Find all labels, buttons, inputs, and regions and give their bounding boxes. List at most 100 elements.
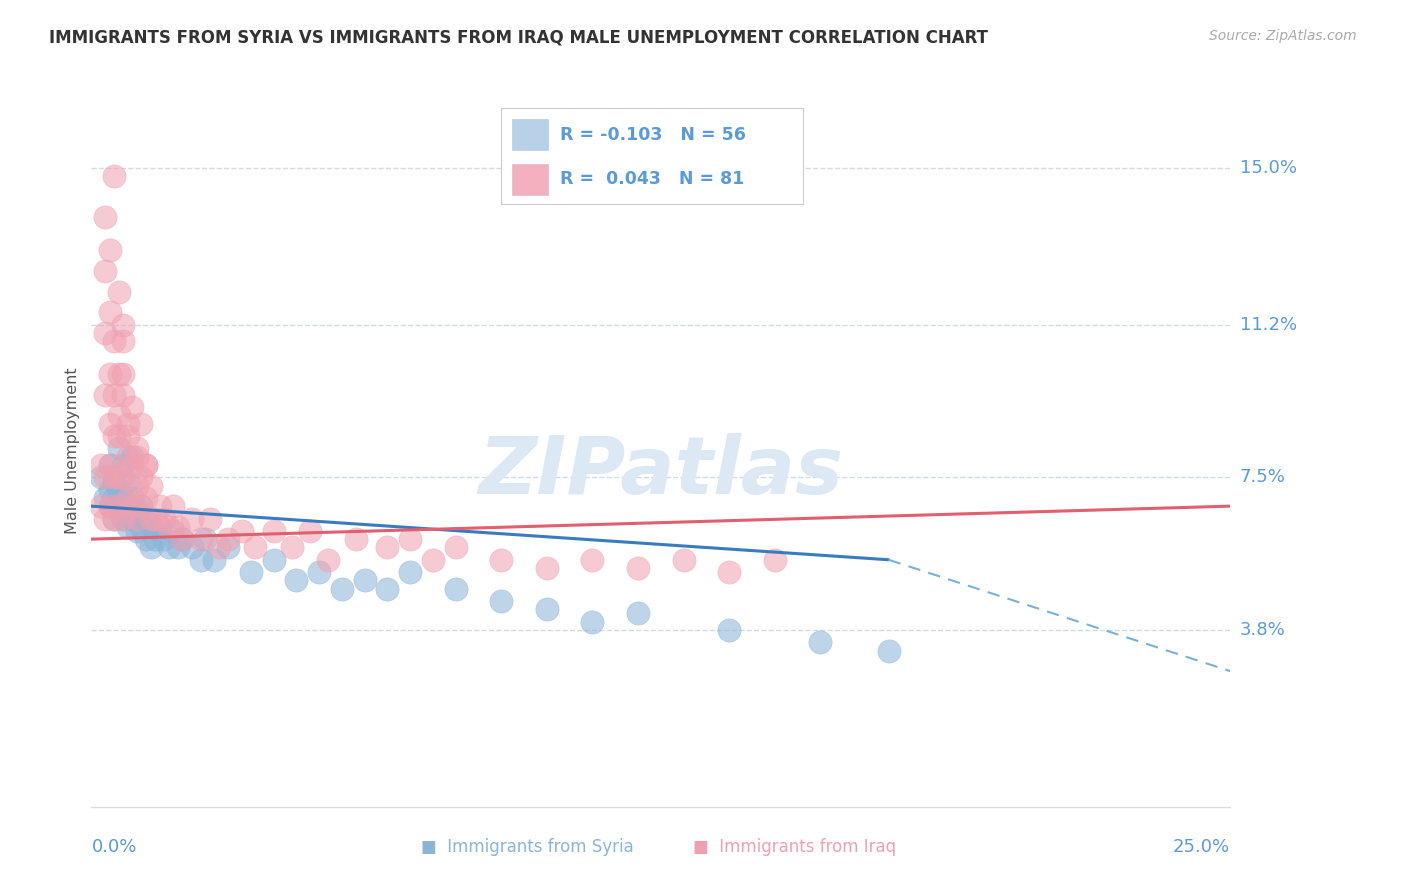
Point [107, 499, 129, 513]
Point [180, 511, 202, 525]
Point [94, 491, 117, 505]
Point [103, 169, 125, 183]
Point [98, 458, 121, 472]
Point [808, 635, 831, 649]
Point [94, 388, 117, 402]
Point [172, 532, 194, 546]
Point [208, 541, 231, 555]
Point [377, 541, 399, 555]
Point [217, 532, 239, 546]
Point [89, 458, 111, 472]
Point [149, 499, 172, 513]
Point [167, 520, 190, 534]
Point [627, 607, 650, 621]
Point [121, 491, 143, 505]
Point [162, 524, 184, 538]
Point [344, 532, 367, 546]
Text: 3.8%: 3.8% [1240, 621, 1285, 639]
Text: Source: ZipAtlas.com: Source: ZipAtlas.com [1209, 29, 1357, 43]
Text: 7.5%: 7.5% [1240, 468, 1286, 486]
Point [491, 553, 513, 567]
Point [491, 594, 513, 608]
Point [112, 491, 135, 505]
Point [125, 511, 148, 525]
Point [316, 553, 339, 567]
Point [718, 565, 741, 579]
Point [217, 541, 239, 555]
Point [139, 541, 162, 555]
Point [117, 475, 139, 489]
Text: 11.2%: 11.2% [1240, 316, 1298, 334]
Point [125, 503, 148, 517]
Point [231, 524, 253, 538]
Point [125, 442, 148, 456]
Y-axis label: Male Unemployment: Male Unemployment [65, 368, 80, 533]
Point [299, 524, 322, 538]
Point [202, 553, 225, 567]
Point [121, 450, 143, 464]
Point [107, 442, 129, 456]
Point [117, 450, 139, 464]
Point [285, 574, 308, 588]
Point [135, 491, 157, 505]
Point [94, 511, 117, 525]
Point [103, 475, 125, 489]
Point [330, 582, 353, 596]
Point [399, 532, 422, 546]
Point [98, 244, 121, 258]
Point [131, 520, 153, 534]
Point [103, 334, 125, 348]
Point [167, 541, 190, 555]
Point [245, 541, 267, 555]
Point [112, 367, 135, 381]
Text: 25.0%: 25.0% [1173, 838, 1230, 855]
Point [153, 511, 176, 525]
Point [627, 561, 650, 575]
Point [98, 367, 121, 381]
Point [103, 511, 125, 525]
Point [107, 285, 129, 299]
Point [89, 470, 111, 484]
Point [103, 511, 125, 525]
Point [190, 553, 212, 567]
Point [536, 561, 558, 575]
Point [672, 553, 695, 567]
Point [135, 532, 157, 546]
Point [125, 524, 148, 538]
Point [763, 553, 786, 567]
Point [112, 318, 135, 332]
Point [125, 450, 148, 464]
Point [98, 417, 121, 431]
Point [444, 541, 467, 555]
Point [263, 524, 285, 538]
Point [157, 520, 180, 534]
Point [239, 565, 262, 579]
Point [162, 499, 184, 513]
Point [198, 511, 221, 525]
Point [112, 511, 135, 525]
Point [581, 553, 603, 567]
Point [444, 582, 467, 596]
Point [281, 541, 304, 555]
Point [107, 499, 129, 513]
Point [135, 511, 157, 525]
Point [143, 511, 166, 525]
Point [125, 478, 148, 492]
Point [117, 491, 139, 505]
Point [117, 417, 139, 431]
Text: IMMIGRANTS FROM SYRIA VS IMMIGRANTS FROM IRAQ MALE UNEMPLOYMENT CORRELATION CHAR: IMMIGRANTS FROM SYRIA VS IMMIGRANTS FROM… [49, 29, 988, 46]
Point [94, 264, 117, 278]
Point [131, 417, 153, 431]
Point [117, 499, 139, 513]
Point [98, 499, 121, 513]
Point [718, 623, 741, 637]
Point [98, 499, 121, 513]
Text: ■  Immigrants from Syria: ■ Immigrants from Syria [420, 838, 634, 856]
Point [89, 499, 111, 513]
Point [94, 326, 117, 340]
Point [143, 532, 166, 546]
Text: 0.0%: 0.0% [91, 838, 136, 855]
Point [190, 532, 212, 546]
Point [107, 483, 129, 497]
Point [112, 458, 135, 472]
